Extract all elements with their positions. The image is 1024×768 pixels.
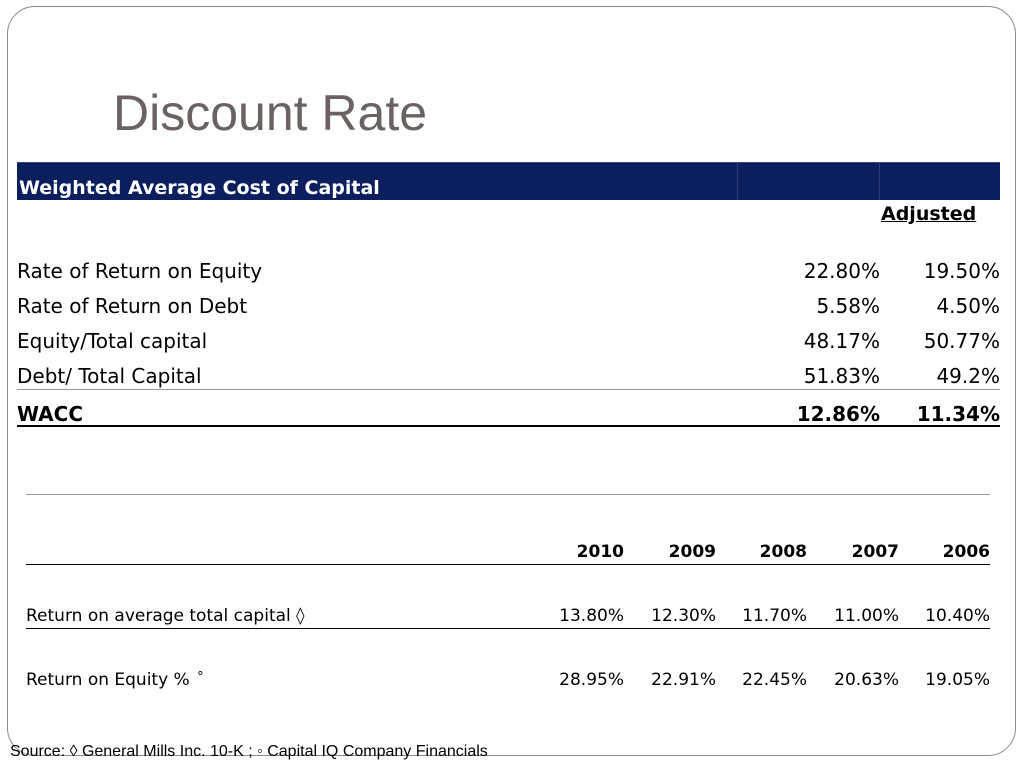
returns-value: 10.40% — [925, 606, 990, 626]
wacc-total-base: 12.86% — [796, 402, 880, 426]
year-header-cell: 2010 — [576, 542, 624, 562]
returns-value: 28.95% — [559, 670, 624, 690]
wacc-header-divider — [737, 163, 738, 200]
wacc-row: Debt/ Total Capital 51.83% 49.2% — [17, 364, 1000, 394]
returns-top-rule — [26, 494, 990, 495]
slide-title: Discount Rate — [113, 85, 428, 141]
year-header-cell: 2007 — [851, 542, 899, 562]
source-marker: ° — [197, 670, 204, 685]
returns-value: 13.80% — [559, 606, 624, 626]
wacc-total-label: WACC — [17, 402, 83, 426]
wacc-row: Equity/Total capital 48.17% 50.77% — [17, 329, 1000, 359]
adjusted-column-label: Adjusted — [881, 203, 977, 225]
wacc-row-label: Rate of Return on Debt — [17, 294, 248, 318]
wacc-header-divider — [879, 163, 880, 200]
wacc-row-label: Equity/Total capital — [17, 329, 208, 353]
returns-value: 22.45% — [742, 670, 807, 690]
returns-value: 11.70% — [742, 606, 807, 626]
returns-row-label-text: Return on Equity % — [26, 670, 190, 690]
wacc-row: Rate of Return on Equity 22.80% 19.50% — [17, 259, 1000, 289]
returns-value: 11.00% — [834, 606, 899, 626]
wacc-row-base: 48.17% — [803, 329, 880, 353]
wacc-row-adjusted: 19.50% — [923, 259, 1000, 283]
wacc-row-adjusted: 50.77% — [923, 329, 1000, 353]
wacc-row-label: Debt/ Total Capital — [17, 364, 202, 388]
wacc-row-base: 5.58% — [816, 294, 880, 318]
wacc-total-adjusted: 11.34% — [916, 402, 1000, 426]
returns-row-label: Return on average total capital ◊ — [26, 606, 305, 626]
wacc-header-label: Weighted Average Cost of Capital — [19, 177, 380, 199]
wacc-row-label: Rate of Return on Equity — [17, 259, 263, 283]
wacc-row-adjusted: 49.2% — [936, 364, 1000, 388]
slide-frame — [7, 6, 1016, 756]
year-header-cell: 2006 — [942, 542, 990, 562]
returns-value: 19.05% — [925, 670, 990, 690]
wacc-table-header: Weighted Average Cost of Capital — [17, 162, 1000, 200]
wacc-total-row: WACC 12.86% 11.34% — [17, 402, 1000, 432]
wacc-row-base: 51.83% — [803, 364, 880, 388]
returns-row: Return on Equity % ° 28.95% 22.91% 22.45… — [26, 670, 990, 692]
source-note: Source: ◊ General Mills Inc. 10-K ; ◦ Ca… — [10, 743, 488, 760]
returns-row-label: Return on Equity % ° — [26, 670, 204, 690]
wacc-row-adjusted: 4.50% — [936, 294, 1000, 318]
returns-row: Return on average total capital ◊ 13.80%… — [26, 606, 990, 629]
returns-value: 20.63% — [834, 670, 899, 690]
wacc-row: Rate of Return on Debt 5.58% 4.50% — [17, 294, 1000, 324]
year-header-cell: 2009 — [668, 542, 716, 562]
returns-value: 22.91% — [651, 670, 716, 690]
wacc-separator — [17, 389, 1000, 390]
returns-year-header: 2010 2009 2008 2007 2006 — [26, 542, 990, 565]
wacc-row-base: 22.80% — [803, 259, 880, 283]
wacc-bottom-rule — [17, 425, 1000, 427]
returns-value: 12.30% — [651, 606, 716, 626]
year-header-cell: 2008 — [759, 542, 807, 562]
